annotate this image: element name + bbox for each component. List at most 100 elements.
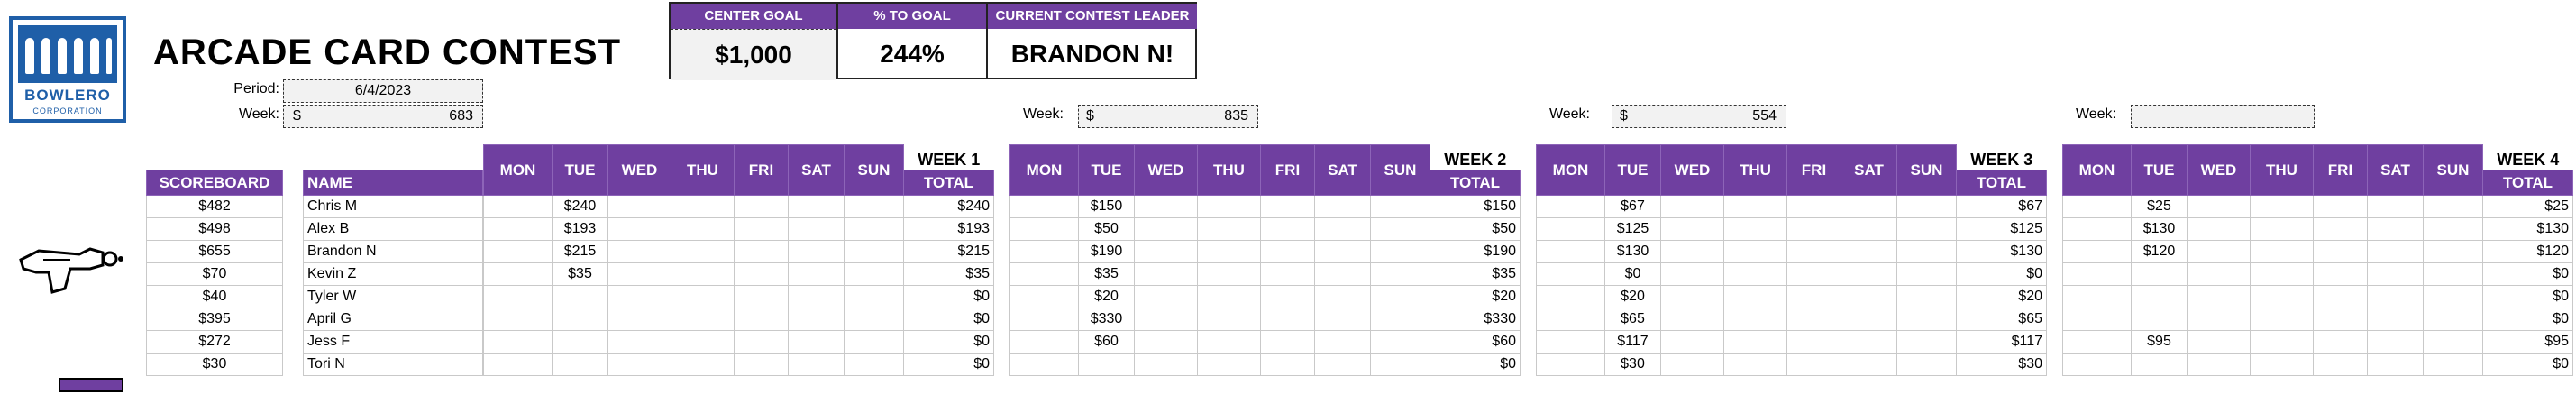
day-sales-cell[interactable] [1260, 240, 1315, 263]
day-sales-cell[interactable]: $0 [1604, 262, 1661, 286]
day-sales-cell[interactable] [2187, 217, 2251, 241]
day-sales-cell[interactable] [2131, 285, 2188, 308]
day-sales-cell[interactable] [734, 353, 789, 376]
day-sales-cell[interactable] [1314, 217, 1371, 241]
day-sales-cell[interactable] [1260, 217, 1315, 241]
day-sales-cell[interactable] [2313, 217, 2368, 241]
day-sales-cell[interactable] [788, 217, 845, 241]
day-sales-cell[interactable] [1723, 195, 1787, 218]
day-sales-cell[interactable] [2187, 330, 2251, 354]
day-sales-cell[interactable]: $193 [552, 217, 608, 241]
day-sales-cell[interactable] [1786, 217, 1841, 241]
day-sales-cell[interactable] [844, 195, 904, 218]
day-sales-cell[interactable] [1134, 240, 1198, 263]
scoreboard-cell[interactable]: $272 [146, 330, 283, 354]
period-field[interactable]: 6/4/2023 [283, 79, 483, 103]
week-total-cell[interactable]: $190 [1430, 240, 1521, 263]
week-total-cell[interactable]: $215 [903, 240, 994, 263]
scoreboard-cell[interactable]: $395 [146, 308, 283, 331]
week-total-cell[interactable]: $0 [1430, 353, 1521, 376]
day-sales-cell[interactable] [671, 330, 735, 354]
day-sales-cell[interactable] [1314, 308, 1371, 331]
day-sales-cell[interactable] [2367, 240, 2424, 263]
week-total-cell[interactable]: $0 [2482, 308, 2573, 331]
day-sales-cell[interactable] [1723, 353, 1787, 376]
day-sales-cell[interactable] [1841, 285, 1897, 308]
week-total-field-2[interactable]: $ 835 [1078, 105, 1258, 128]
week-total-cell[interactable]: $25 [2482, 195, 2573, 218]
day-sales-cell[interactable] [1841, 262, 1897, 286]
day-sales-cell[interactable] [552, 285, 608, 308]
day-sales-cell[interactable] [2062, 217, 2132, 241]
day-sales-cell[interactable] [1536, 330, 1605, 354]
day-sales-cell[interactable] [1896, 217, 1957, 241]
week-total-cell[interactable]: $65 [1956, 308, 2047, 331]
day-sales-cell[interactable] [1896, 240, 1957, 263]
day-sales-cell[interactable] [483, 195, 553, 218]
day-sales-cell[interactable] [1896, 285, 1957, 308]
day-sales-cell[interactable] [844, 308, 904, 331]
day-sales-cell[interactable] [1370, 240, 1430, 263]
day-sales-cell[interactable] [2313, 262, 2368, 286]
day-sales-cell[interactable] [671, 262, 735, 286]
day-sales-cell[interactable] [1896, 330, 1957, 354]
day-sales-cell[interactable] [788, 308, 845, 331]
day-sales-cell[interactable] [1197, 195, 1261, 218]
day-sales-cell[interactable] [1314, 285, 1371, 308]
day-sales-cell[interactable] [788, 195, 845, 218]
day-sales-cell[interactable]: $215 [552, 240, 608, 263]
day-sales-cell[interactable] [2062, 308, 2132, 331]
day-sales-cell[interactable] [607, 240, 671, 263]
day-sales-cell[interactable]: $30 [1604, 353, 1661, 376]
day-sales-cell[interactable] [671, 353, 735, 376]
day-sales-cell[interactable] [1370, 308, 1430, 331]
day-sales-cell[interactable] [1723, 330, 1787, 354]
day-sales-cell[interactable] [1260, 285, 1315, 308]
day-sales-cell[interactable]: $95 [2131, 330, 2188, 354]
scoreboard-cell[interactable]: $498 [146, 217, 283, 241]
day-sales-cell[interactable] [1197, 240, 1261, 263]
day-sales-cell[interactable] [2131, 308, 2188, 331]
day-sales-cell[interactable] [1536, 262, 1605, 286]
week-total-field-3[interactable]: $ 554 [1612, 105, 1786, 128]
day-sales-cell[interactable] [1134, 217, 1198, 241]
week-total-field-1[interactable]: $ 683 [283, 105, 483, 128]
day-sales-cell[interactable] [2062, 330, 2132, 354]
week-total-cell[interactable]: $60 [1430, 330, 1521, 354]
day-sales-cell[interactable] [1660, 330, 1724, 354]
week-total-cell[interactable]: $35 [1430, 262, 1521, 286]
week-total-cell[interactable]: $0 [903, 353, 994, 376]
day-sales-cell[interactable] [1009, 217, 1079, 241]
day-sales-cell[interactable] [2187, 195, 2251, 218]
day-sales-cell[interactable] [2187, 285, 2251, 308]
day-sales-cell[interactable] [2367, 195, 2424, 218]
day-sales-cell[interactable] [1370, 195, 1430, 218]
name-cell[interactable]: April G [303, 308, 483, 331]
day-sales-cell[interactable] [1786, 240, 1841, 263]
week-total-cell[interactable]: $30 [1956, 353, 2047, 376]
week-total-cell[interactable]: $20 [1430, 285, 1521, 308]
week-total-cell[interactable]: $50 [1430, 217, 1521, 241]
day-sales-cell[interactable] [2062, 195, 2132, 218]
day-sales-cell[interactable] [2367, 285, 2424, 308]
day-sales-cell[interactable] [2367, 217, 2424, 241]
day-sales-cell[interactable] [2423, 262, 2483, 286]
week-total-cell[interactable]: $0 [2482, 353, 2573, 376]
day-sales-cell[interactable] [1786, 262, 1841, 286]
day-sales-cell[interactable] [1536, 285, 1605, 308]
day-sales-cell[interactable] [2367, 353, 2424, 376]
day-sales-cell[interactable] [2187, 353, 2251, 376]
day-sales-cell[interactable] [1197, 330, 1261, 354]
week-total-cell[interactable]: $130 [2482, 217, 2573, 241]
day-sales-cell[interactable] [1314, 240, 1371, 263]
day-sales-cell[interactable] [2062, 353, 2132, 376]
week-total-cell[interactable]: $0 [903, 285, 994, 308]
day-sales-cell[interactable]: $130 [2131, 217, 2188, 241]
day-sales-cell[interactable] [2187, 308, 2251, 331]
week-total-cell[interactable]: $130 [1956, 240, 2047, 263]
day-sales-cell[interactable] [2313, 330, 2368, 354]
day-sales-cell[interactable] [1134, 353, 1198, 376]
day-sales-cell[interactable] [1660, 353, 1724, 376]
week-total-cell[interactable]: $150 [1430, 195, 1521, 218]
day-sales-cell[interactable] [1841, 353, 1897, 376]
